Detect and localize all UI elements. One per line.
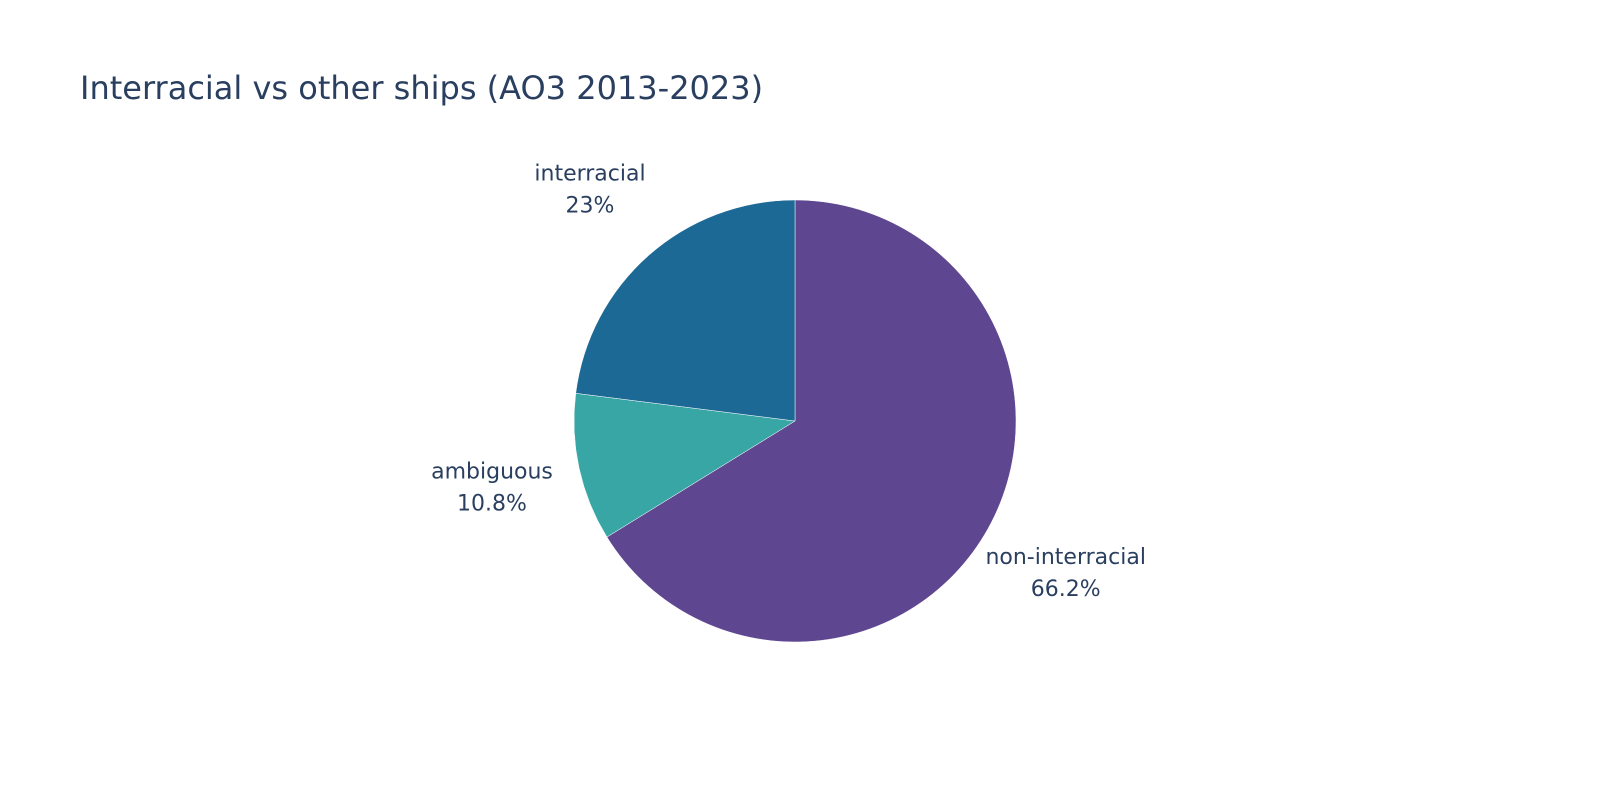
slice-label-percent: 10.8% xyxy=(457,492,527,517)
slices-layer xyxy=(573,199,1017,643)
pie-slice-interracial xyxy=(575,199,796,422)
slice-label-interracial: interracial 23% xyxy=(534,162,645,219)
slice-label-name: interracial xyxy=(534,162,645,187)
slice-label-percent: 23% xyxy=(566,194,615,219)
pie-slice-ambiguous xyxy=(573,393,796,538)
pie-slice-non-interracial xyxy=(606,199,1017,643)
chart-title: Interracial vs other ships (AO3 2013-202… xyxy=(80,69,764,107)
slice-label-ambiguous: ambiguous 10.8% xyxy=(431,460,553,517)
slice-label-name: ambiguous xyxy=(431,460,553,485)
slice-label-non-interracial: non-interracial 66.2% xyxy=(985,545,1146,602)
slice-label-percent: 66.2% xyxy=(1031,577,1101,602)
slice-label-name: non-interracial xyxy=(985,545,1146,570)
labels-layer: non-interracial 66.2% ambiguous 10.8% interr… xyxy=(431,162,1146,603)
